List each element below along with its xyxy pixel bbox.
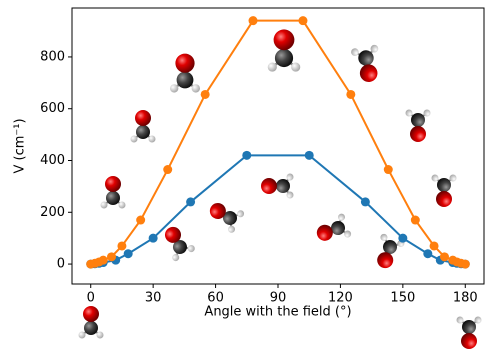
x-tick-label: 30 [145, 291, 162, 306]
y-tick-label: 800 [40, 49, 65, 64]
molecule [455, 315, 483, 350]
point [460, 259, 470, 269]
y-axis-label: V (cm⁻¹) [13, 118, 28, 173]
molecule [260, 172, 295, 200]
point [242, 150, 252, 160]
y-tick-label: 0 [57, 257, 65, 272]
x-tick-label: 90 [270, 291, 287, 306]
point [123, 249, 133, 259]
point [304, 150, 314, 160]
molecule [266, 28, 302, 73]
molecule [99, 175, 127, 210]
plot-frame [71, 7, 485, 285]
point [429, 241, 439, 251]
molecule [312, 211, 354, 249]
x-tick-label: 120 [328, 291, 353, 306]
x-tick-label: 180 [453, 291, 478, 306]
x-tick-label: 60 [207, 291, 224, 306]
point [398, 233, 408, 243]
x-tick-label: 150 [390, 291, 415, 306]
point [298, 16, 308, 26]
molecule [77, 305, 105, 340]
point [163, 165, 173, 175]
point [148, 233, 158, 243]
point [98, 255, 108, 265]
x-axis-label: Angle with the field (°) [204, 305, 351, 320]
point [107, 252, 117, 262]
molecule [203, 195, 247, 236]
molecule [129, 109, 157, 144]
point [248, 16, 258, 26]
point [346, 89, 356, 99]
point [186, 197, 196, 207]
point [383, 165, 393, 175]
point [410, 215, 420, 225]
point [439, 252, 449, 262]
point [360, 197, 370, 207]
x-tick-label: 0 [87, 291, 95, 306]
point [117, 241, 127, 251]
y-tick-label: 200 [40, 205, 65, 220]
molecule [430, 173, 458, 208]
point [423, 249, 433, 259]
molecule [349, 43, 385, 86]
point [136, 215, 146, 225]
molecule [168, 52, 202, 94]
y-tick-label: 400 [40, 153, 65, 168]
molecule [404, 108, 432, 143]
point [200, 89, 210, 99]
y-tick-label: 600 [40, 101, 65, 116]
